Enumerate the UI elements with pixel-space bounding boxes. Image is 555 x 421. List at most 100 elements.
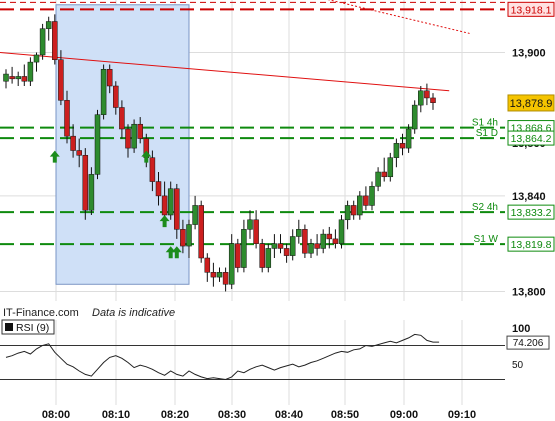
candle-body — [52, 21, 58, 60]
candle-body — [192, 205, 198, 225]
source-note: Data is indicative — [92, 307, 175, 319]
candle-body — [3, 73, 9, 82]
candle-body — [27, 61, 34, 82]
last-price-label: 13,878.9 — [510, 98, 553, 110]
source-brand: IT-Finance.com — [3, 307, 79, 319]
x-tick-label: 09:10 — [448, 409, 476, 421]
dotted-trendline — [327, 0, 470, 34]
highlight-zone — [55, 4, 190, 285]
candle-body — [167, 188, 174, 216]
candle-body — [289, 236, 296, 256]
rsi-tick-label: 50 — [512, 360, 524, 371]
rsi-legend-swatch — [5, 323, 13, 331]
level-tag: S1 4h — [472, 118, 498, 129]
rsi-title: RSI (9) — [16, 322, 49, 334]
candle-body — [418, 90, 424, 106]
candle-body — [271, 243, 278, 249]
candle-body — [308, 243, 314, 254]
candle-body — [161, 195, 168, 216]
candle-body — [9, 76, 15, 80]
level-tag: S1 D — [476, 128, 498, 139]
level-value-label: 13,819.8 — [511, 239, 552, 251]
candle-body — [76, 150, 82, 156]
candle-body — [198, 205, 204, 259]
candle-body — [33, 54, 40, 63]
rsi-tick-label: 100 — [512, 323, 530, 335]
level-value-box — [507, 204, 555, 220]
candle-body — [320, 233, 326, 249]
level-value-label: 13,833.2 — [511, 207, 552, 219]
candle-body — [411, 104, 418, 130]
y-tick-label: 13,840 — [512, 191, 546, 203]
candle-body — [131, 123, 137, 149]
candle-body — [241, 229, 247, 268]
x-tick-label: 08:50 — [331, 409, 359, 421]
x-tick-label: 09:00 — [390, 409, 418, 421]
candle-body — [64, 100, 70, 137]
candle-body — [186, 224, 192, 247]
level-value-box — [507, 1, 555, 17]
y-tick-label: 13,900 — [512, 48, 546, 60]
candle-body — [350, 205, 357, 216]
level-value-label: 13,918.1 — [511, 4, 552, 16]
candle-body — [302, 229, 308, 254]
candle-body — [204, 257, 211, 273]
level-value-label: 13,864.2 — [511, 133, 552, 145]
buy-signal-arrow — [165, 246, 176, 259]
candle-body — [393, 143, 400, 158]
candle-body — [210, 272, 217, 278]
candle-body — [88, 174, 95, 211]
candle-body — [265, 248, 272, 268]
candle-body — [125, 128, 131, 149]
candle-body — [149, 157, 156, 182]
level-tag: S1 W — [474, 234, 499, 245]
x-tick-label: 08:30 — [218, 409, 246, 421]
candle-body — [70, 135, 76, 151]
candle-body — [174, 188, 180, 230]
candle-body — [277, 243, 284, 249]
rsi-line — [5, 333, 440, 381]
candle-body — [15, 76, 21, 80]
candle-body — [375, 171, 381, 187]
candle-body — [58, 59, 64, 101]
trendline — [0, 52, 450, 92]
candle-body — [296, 229, 302, 237]
candle-body — [247, 219, 253, 230]
x-tick-label: 08:40 — [275, 409, 303, 421]
candle-body — [45, 21, 52, 29]
candle-body — [283, 248, 290, 256]
candle-body — [424, 90, 430, 99]
candle-body — [363, 195, 369, 206]
buy-signal-arrow — [171, 246, 182, 259]
buy-signal-arrow — [49, 150, 60, 163]
candle-body — [180, 229, 186, 247]
candle-body — [235, 243, 241, 268]
y-tick-label: 13,800 — [512, 286, 546, 298]
candle-body — [94, 114, 101, 175]
candle-body — [314, 243, 320, 249]
level-value-box — [507, 236, 555, 252]
candle-body — [399, 143, 406, 149]
candle-body — [155, 181, 162, 197]
rsi-value-box — [506, 335, 550, 350]
last-price-box — [507, 94, 555, 112]
candle-body — [119, 107, 125, 130]
candle-body — [387, 157, 394, 178]
rsi-value-label: 74.206 — [513, 338, 544, 349]
candle-body — [100, 69, 107, 115]
x-tick-label: 08:00 — [42, 409, 70, 421]
candle-body — [338, 219, 345, 244]
candle-body — [222, 272, 229, 285]
buy-signal-arrow — [159, 215, 170, 228]
candle-body — [259, 243, 265, 268]
candle-body — [430, 97, 436, 103]
candle-body — [21, 76, 28, 82]
candle-body — [228, 243, 235, 285]
candle-body — [332, 238, 339, 244]
candle-body — [216, 272, 223, 278]
x-tick-label: 08:10 — [102, 409, 130, 421]
candle-body — [137, 123, 143, 139]
buy-signal-arrow — [141, 150, 152, 163]
